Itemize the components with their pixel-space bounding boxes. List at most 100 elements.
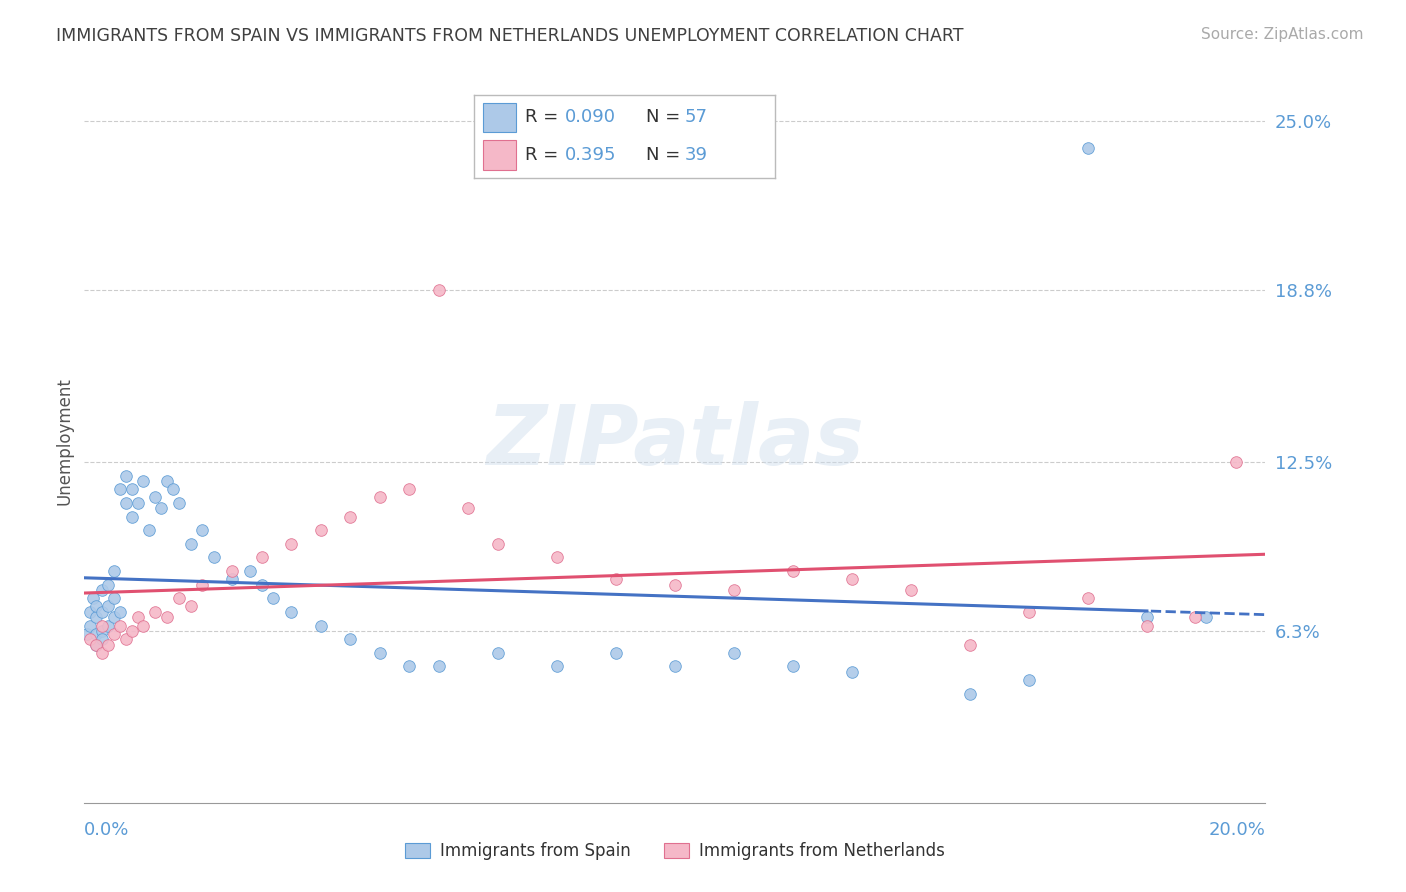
Point [103,626,125,640]
Point [108,482,131,496]
Point [82,591,104,606]
Point [167,496,190,510]
Point [605,572,627,586]
Point [1136,618,1159,632]
Point [76,626,98,640]
Point [156,610,179,624]
Text: 0.0%: 0.0% [84,821,129,838]
Text: ZIPatlas: ZIPatlas [486,401,863,482]
Point [1018,605,1040,619]
Point [723,583,745,598]
Point [1225,455,1247,469]
Point [121,482,143,496]
Point [108,605,131,619]
Point [262,591,284,606]
Point [664,577,686,591]
Point [900,583,922,598]
Point [114,632,136,647]
Point [486,646,509,660]
Point [841,665,863,679]
Point [103,591,125,606]
Text: IMMIGRANTS FROM SPAIN VS IMMIGRANTS FROM NETHERLANDS UNEMPLOYMENT CORRELATION CH: IMMIGRANTS FROM SPAIN VS IMMIGRANTS FROM… [56,27,963,45]
Point [782,659,804,673]
Point [239,564,262,578]
Point [250,550,273,565]
Point [150,501,173,516]
Point [180,537,202,551]
Point [959,687,981,701]
Point [143,605,166,619]
Point [368,491,391,505]
Point [280,537,302,551]
Point [121,624,143,638]
Point [79,632,101,647]
Point [841,572,863,586]
Point [132,618,155,632]
Point [486,537,509,551]
Point [250,577,273,591]
Point [114,496,136,510]
Point [84,610,107,624]
Point [1136,610,1159,624]
Point [103,564,125,578]
Point [427,283,450,297]
Point [280,605,302,619]
Point [398,659,420,673]
Point [91,583,114,598]
Point [138,523,160,537]
Point [1077,591,1099,606]
Legend: Immigrants from Spain, Immigrants from Netherlands: Immigrants from Spain, Immigrants from N… [398,836,952,867]
Point [91,646,114,660]
Point [309,618,332,632]
Point [121,509,143,524]
Point [84,638,107,652]
Point [782,564,804,578]
Point [221,564,243,578]
Point [84,638,107,652]
Point [959,638,981,652]
Point [309,523,332,537]
Point [339,632,361,647]
Point [127,610,149,624]
Point [167,591,190,606]
Point [79,618,101,632]
Point [114,468,136,483]
Point [398,482,420,496]
Point [1184,610,1206,624]
Point [127,496,149,510]
Point [132,474,155,488]
Point [97,618,120,632]
Point [97,599,120,614]
Point [339,509,361,524]
Point [97,577,120,591]
Point [162,482,184,496]
Y-axis label: Unemployment: Unemployment [55,377,73,506]
Point [97,638,120,652]
Point [1077,141,1099,155]
Point [457,501,479,516]
Point [427,659,450,673]
Point [546,659,568,673]
Point [91,605,114,619]
Point [1018,673,1040,687]
Point [546,550,568,565]
Point [156,474,179,488]
Point [723,646,745,660]
Point [368,646,391,660]
Point [191,523,214,537]
Point [191,577,214,591]
Point [103,610,125,624]
Text: 20.0%: 20.0% [1209,821,1265,838]
Point [91,618,114,632]
Point [202,550,225,565]
Point [143,491,166,505]
Point [84,626,107,640]
Point [180,599,202,614]
Point [1195,610,1218,624]
Text: Source: ZipAtlas.com: Source: ZipAtlas.com [1201,27,1364,42]
Point [79,605,101,619]
Point [108,618,131,632]
Point [221,572,243,586]
Point [91,632,114,647]
Point [605,646,627,660]
